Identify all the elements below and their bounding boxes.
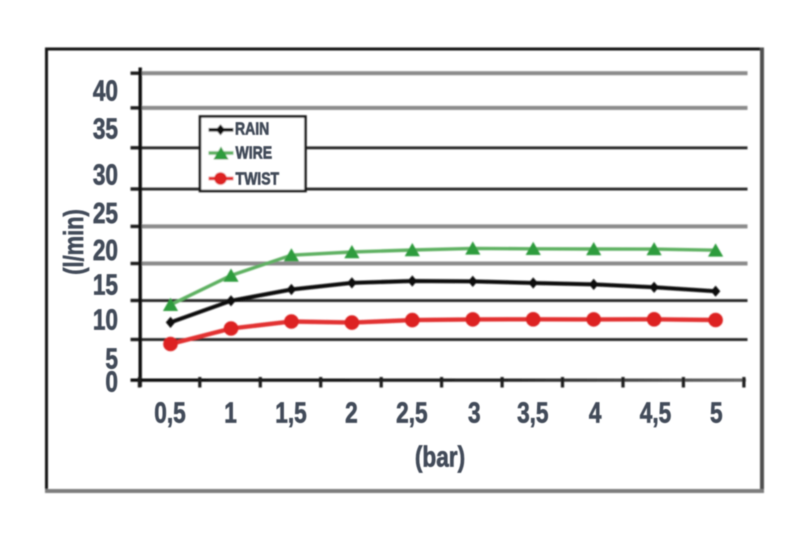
svg-text:25: 25 [93, 196, 118, 229]
svg-text:20: 20 [93, 233, 118, 266]
svg-text:WIRE: WIRE [236, 143, 273, 163]
svg-text:TWIST: TWIST [236, 169, 280, 189]
svg-text:4,5: 4,5 [640, 396, 671, 429]
svg-text:3: 3 [468, 396, 481, 429]
svg-text:3,5: 3,5 [517, 396, 548, 429]
svg-text:0: 0 [105, 365, 118, 398]
svg-text:0,5: 0,5 [154, 396, 185, 429]
svg-text:1,5: 1,5 [275, 396, 306, 429]
svg-text:10: 10 [93, 303, 118, 336]
svg-text:(bar): (bar) [415, 440, 465, 473]
svg-text:5: 5 [105, 342, 118, 375]
svg-text:30: 30 [93, 158, 118, 191]
svg-text:4: 4 [589, 396, 602, 429]
svg-text:1: 1 [224, 396, 237, 429]
svg-text:15: 15 [93, 268, 118, 301]
svg-text:(l/min): (l/min) [58, 209, 89, 274]
svg-text:40: 40 [93, 74, 118, 107]
svg-text:2: 2 [345, 396, 358, 429]
svg-text:RAIN: RAIN [235, 119, 269, 139]
svg-text:35: 35 [93, 112, 118, 145]
svg-text:2,5: 2,5 [396, 396, 427, 429]
svg-text:5: 5 [710, 396, 723, 429]
